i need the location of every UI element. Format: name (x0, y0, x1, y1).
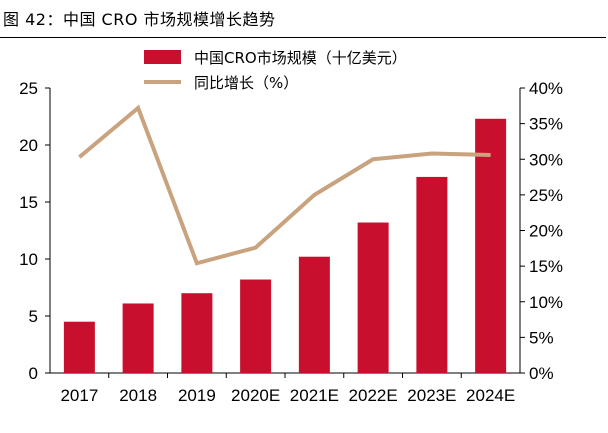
legend: 中国CRO市场规模（十亿美元） 同比增长（%） (144, 49, 407, 92)
x-tick-label: 2023E (407, 386, 456, 405)
title-rule (0, 37, 606, 38)
x-tick-label: 2020E (231, 386, 280, 405)
right-tick-label: 30% (529, 150, 563, 169)
bar (240, 279, 272, 373)
x-tick-label: 2019 (178, 386, 216, 405)
right-tick-label: 15% (529, 257, 563, 276)
plot-area: 0 5 10 15 20 25 0% 5% 10% 15% 20% 25% 30% 35% 40% 2017 2… (19, 79, 563, 405)
right-tick-label: 0% (529, 364, 554, 383)
legend-bar-swatch (144, 50, 181, 64)
x-tick-label: 2018 (119, 386, 157, 405)
left-tick-label: 0 (29, 364, 38, 383)
x-tick-label: 2024E (466, 386, 515, 405)
bar (298, 256, 330, 373)
left-tick-label: 25 (19, 79, 38, 98)
bar (63, 321, 95, 373)
growth-line (78, 104, 491, 266)
left-tick-label: 15 (19, 193, 38, 212)
bar (181, 293, 213, 373)
right-tick-label: 10% (529, 293, 563, 312)
figure-title: 图 42：中国 CRO 市场规模增长趋势 (3, 10, 276, 29)
legend-line-label: 同比增长（%） (194, 74, 298, 92)
right-tick-label: 40% (529, 79, 563, 98)
left-tick-label: 5 (29, 307, 38, 326)
x-tick-label: 2022E (349, 386, 398, 405)
right-tick-label: 25% (529, 186, 563, 205)
right-tick-label: 5% (529, 328, 554, 347)
x-tick-label: 2021E (290, 386, 339, 405)
bar (122, 303, 154, 373)
right-tick-label: 35% (529, 115, 563, 134)
legend-bar-label: 中国CRO市场规模（十亿美元） (194, 49, 407, 67)
x-tick-label: 2017 (60, 386, 98, 405)
right-tick-label: 20% (529, 222, 563, 241)
bar (416, 176, 448, 373)
left-tick-label: 10 (19, 250, 38, 269)
bar (357, 222, 389, 373)
left-tick-label: 20 (19, 136, 38, 155)
bar (475, 118, 507, 373)
